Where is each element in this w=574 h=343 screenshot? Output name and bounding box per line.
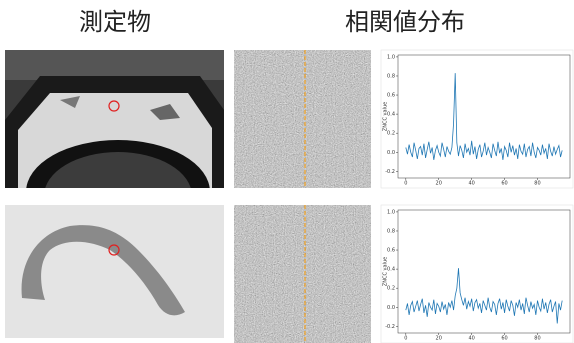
x-tick-label: 40: [468, 336, 474, 342]
noise-map: [234, 205, 371, 343]
y-tick-label: 0.6: [387, 248, 395, 254]
y-tick-label: -0.2: [385, 169, 395, 175]
y-tick-label: 1.0: [387, 54, 395, 60]
noise-map: [234, 50, 371, 188]
y-tick-label: 0.8: [387, 228, 395, 234]
y-tick-label: 0.8: [387, 73, 395, 79]
photo-specimen: [5, 205, 224, 338]
chart-panel: [381, 50, 573, 188]
y-tick-label: -0.2: [385, 324, 395, 330]
x-tick-label: 60: [501, 336, 507, 342]
y-tick-label: 1.0: [387, 209, 395, 215]
y-tick-label: 0.6: [387, 93, 395, 99]
chart-panel: [381, 205, 573, 343]
header: 測定物: [79, 8, 151, 36]
x-tick-label: 0: [404, 336, 407, 342]
y-axis-label: ZNCC value: [383, 257, 389, 286]
x-tick-label: 80: [534, 181, 540, 187]
y-tick-label: 0.0: [387, 150, 395, 156]
figure: 測定物 相関値分布 020406080-0.20.00.20.40.60.81.…: [0, 0, 574, 343]
x-tick-label: 60: [501, 181, 507, 187]
y-axis-label: ZNCC value: [383, 102, 389, 131]
x-tick-label: 80: [534, 336, 540, 342]
x-tick-label: 20: [436, 181, 442, 187]
x-tick-label: 40: [468, 181, 474, 187]
y-tick-label: 0.0: [387, 305, 395, 311]
x-tick-label: 0: [404, 181, 407, 187]
x-tick-label: 20: [436, 336, 442, 342]
page: {"headers": ["測定物", "相関値分布"], "chart_dat…: [0, 0, 574, 343]
header: 相関値分布: [345, 8, 465, 36]
